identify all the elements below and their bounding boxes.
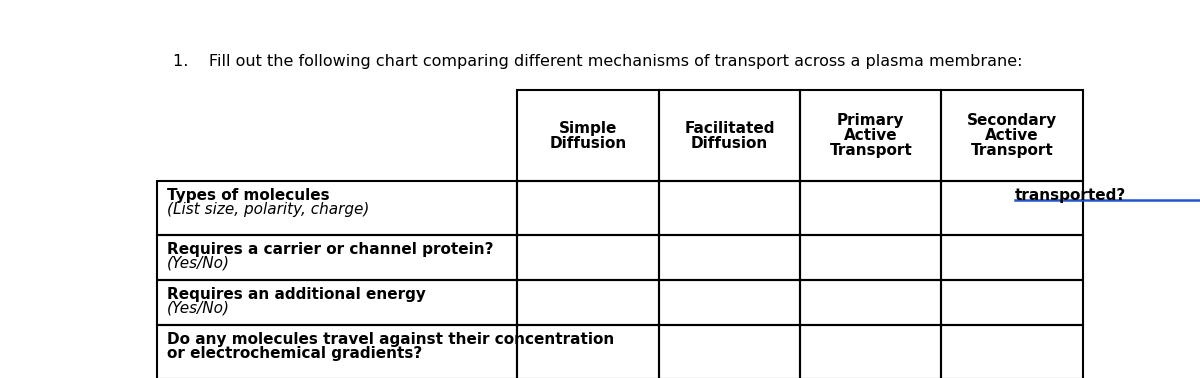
Bar	[800, 90, 942, 181]
Text: Transport: Transport	[971, 143, 1054, 158]
Bar	[942, 234, 1082, 280]
Text: Active: Active	[985, 128, 1039, 143]
Bar	[659, 325, 800, 378]
Bar	[659, 90, 800, 181]
Text: Simple: Simple	[559, 121, 617, 136]
Text: Active: Active	[844, 128, 898, 143]
Text: (Yes/No): (Yes/No)	[167, 301, 229, 316]
Text: (List size, polarity, charge): (List size, polarity, charge)	[167, 202, 370, 217]
Text: transported?: transported?	[1015, 188, 1126, 203]
Text: 1.    Fill out the following chart comparing different mechanisms of transport a: 1. Fill out the following chart comparin…	[173, 54, 1022, 69]
Bar	[942, 181, 1082, 234]
Bar	[659, 181, 800, 234]
Bar	[800, 280, 942, 325]
Text: or electrochemical gradients?: or electrochemical gradients?	[167, 346, 427, 361]
Bar	[942, 325, 1082, 378]
Bar	[800, 181, 942, 234]
Text: Transport: Transport	[829, 143, 912, 158]
Bar	[659, 234, 800, 280]
Text: Primary: Primary	[838, 113, 905, 128]
Bar	[517, 325, 659, 378]
Bar	[800, 325, 942, 378]
Bar	[942, 280, 1082, 325]
Bar	[942, 90, 1082, 181]
Bar	[800, 234, 942, 280]
Text: Diffusion: Diffusion	[691, 136, 768, 151]
Text: Facilitated: Facilitated	[684, 121, 775, 136]
Bar	[659, 280, 800, 325]
Text: Do any molecules travel against their concentration: Do any molecules travel against their co…	[167, 332, 614, 347]
Bar	[157, 280, 517, 325]
Bar	[157, 234, 517, 280]
Bar	[517, 90, 659, 181]
Text: Requires an additional energy: Requires an additional energy	[167, 287, 431, 302]
Text: (Yes/No): (Yes/No)	[167, 256, 229, 271]
Bar	[517, 280, 659, 325]
Text: Types of molecules: Types of molecules	[167, 188, 335, 203]
Bar	[517, 181, 659, 234]
Text: Diffusion: Diffusion	[550, 136, 626, 151]
Bar	[157, 325, 517, 378]
Bar	[517, 234, 659, 280]
Bar	[157, 181, 517, 234]
Text: Secondary: Secondary	[967, 113, 1057, 128]
Text: Requires a carrier or channel protein?: Requires a carrier or channel protein?	[167, 242, 493, 257]
